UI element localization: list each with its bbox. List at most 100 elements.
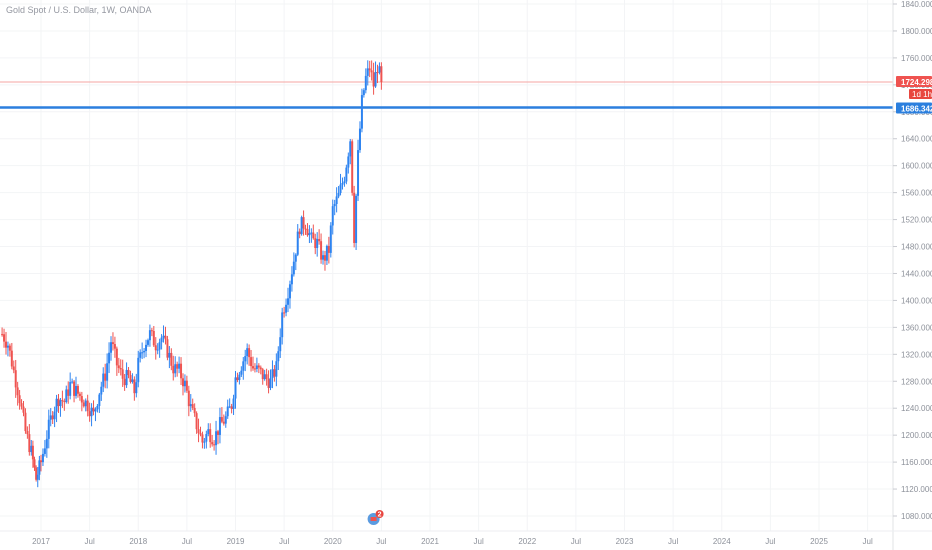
candle-up xyxy=(279,337,282,352)
candle-up xyxy=(360,95,363,129)
candle-up xyxy=(168,352,171,358)
candle-up xyxy=(106,363,109,381)
candle-down xyxy=(92,407,95,412)
candle-up xyxy=(358,128,361,151)
candle-up xyxy=(308,233,311,236)
event-count-label: 2 xyxy=(378,512,382,519)
candle-up xyxy=(255,365,258,369)
candle-up xyxy=(347,156,350,168)
candle-up xyxy=(148,330,151,341)
candle-down xyxy=(18,395,21,404)
price-tick-label: 1520.000 xyxy=(901,216,932,225)
price-tick-label: 1800.000 xyxy=(901,27,932,36)
candle-up xyxy=(244,356,247,362)
candle-down xyxy=(33,459,36,468)
candle-down xyxy=(370,70,373,73)
support-price-label: 1686.342 xyxy=(901,105,932,114)
candle-up xyxy=(162,335,165,338)
candle-down xyxy=(111,342,114,345)
candle-down xyxy=(376,72,379,74)
candle-up xyxy=(310,232,313,234)
time-tick-label: Jul xyxy=(376,537,386,546)
candle-up xyxy=(45,438,48,449)
candle-down xyxy=(380,66,383,83)
candle-up xyxy=(158,342,161,350)
candle-down xyxy=(154,345,157,351)
candle-up xyxy=(325,245,328,261)
candle-down xyxy=(16,387,19,396)
candle-up xyxy=(125,369,128,386)
earnings-event-badge[interactable]: 2 xyxy=(367,510,384,525)
candle-down xyxy=(353,192,356,243)
price-tick-label: 1200.000 xyxy=(901,431,932,440)
candle-down xyxy=(22,406,25,413)
candle-up xyxy=(94,409,97,412)
candle-up xyxy=(53,411,56,420)
candle-up xyxy=(41,453,44,463)
event-count-badge xyxy=(375,510,384,518)
price-tick-label: 1280.000 xyxy=(901,377,932,386)
candle-up xyxy=(271,369,274,379)
candle-up xyxy=(322,255,325,260)
candle-down xyxy=(259,367,262,370)
candle-down xyxy=(61,400,64,402)
candle-up xyxy=(357,150,360,196)
candle-down xyxy=(3,334,6,342)
candle-up xyxy=(349,141,352,157)
current-price-label: 1724.298 xyxy=(901,78,932,87)
candle-up xyxy=(275,361,278,377)
candle-down xyxy=(129,375,132,382)
candle-down xyxy=(88,411,91,417)
candle-down xyxy=(63,401,66,403)
candle-down xyxy=(26,431,29,435)
price-tick-label: 1480.000 xyxy=(901,243,932,252)
candle-down xyxy=(318,238,321,242)
candle-up xyxy=(355,195,358,243)
candle-down xyxy=(133,379,136,394)
current-price-tag: 1724.298 1d 1h xyxy=(896,75,932,99)
candle-down xyxy=(40,460,42,463)
price-tick-label: 1320.000 xyxy=(901,350,932,359)
price-tick-label: 1600.000 xyxy=(901,162,932,171)
candle-up xyxy=(281,312,284,338)
price-tick-label: 1640.000 xyxy=(901,135,932,144)
candle-up xyxy=(215,431,218,446)
time-tick-label: Jul xyxy=(279,537,289,546)
candle-down xyxy=(216,431,219,435)
candle-down xyxy=(24,412,27,432)
candle-down xyxy=(267,379,270,388)
candle-up xyxy=(49,415,52,420)
candle-down xyxy=(20,403,23,407)
candle-up xyxy=(30,445,33,453)
candle-up xyxy=(277,351,280,362)
candle-down xyxy=(222,421,225,424)
candle-up xyxy=(139,352,142,358)
time-tick-label: Jul xyxy=(863,537,873,546)
candle-down xyxy=(113,344,116,349)
candle-up xyxy=(205,434,208,442)
candle-down xyxy=(230,406,233,409)
candle-down xyxy=(152,331,155,346)
price-tick-label: 1840.000 xyxy=(901,0,932,9)
candle-down xyxy=(181,378,184,387)
candle-up xyxy=(178,363,181,369)
candle-down xyxy=(176,364,179,369)
candle-up xyxy=(300,217,303,235)
candle-down xyxy=(253,368,256,370)
candle-up xyxy=(65,389,68,402)
candle-up xyxy=(316,238,319,249)
candlestick-series xyxy=(1,60,383,488)
candle-up xyxy=(189,404,192,407)
candle-down xyxy=(80,396,83,403)
candle-down xyxy=(211,442,214,445)
candle-down xyxy=(304,228,307,230)
candle-down xyxy=(265,374,268,380)
candle-up xyxy=(242,361,245,371)
time-tick-label: Jul xyxy=(668,537,678,546)
candle-up xyxy=(96,405,99,410)
candle-up xyxy=(364,75,367,91)
candle-up xyxy=(203,441,206,443)
candle-up xyxy=(135,382,138,394)
time-axis[interactable]: 2017 Jul 2018 Jul 2019 Jul 2020 Jul 2021 Jul 2022 J… xyxy=(32,537,873,546)
